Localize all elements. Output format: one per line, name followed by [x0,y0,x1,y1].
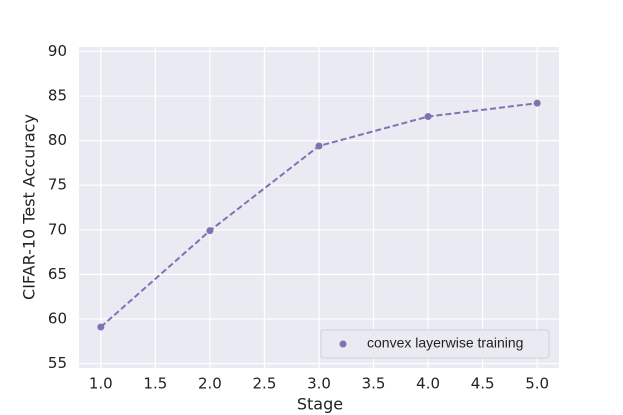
data-point [533,99,541,107]
legend-box [320,329,550,359]
data-point [206,227,214,235]
x-tick-label: 3.0 [307,375,331,393]
x-tick-label: 4.5 [471,375,495,393]
x-axis-label: Stage [297,395,343,414]
legend-marker [339,340,347,348]
x-tick-label: 5.0 [525,375,549,393]
y-tick-label: 65 [48,265,67,283]
x-tick-label: 1.5 [143,375,167,393]
y-tick-label: 60 [48,309,67,327]
data-point [97,323,105,331]
x-tick-label: 3.5 [362,375,386,393]
legend-label: convex layerwise training [367,335,523,351]
x-tick-label: 1.0 [89,375,113,393]
y-tick-label: 90 [48,42,67,60]
y-axis-label: CIFAR-10 Test Accuracy [20,114,39,300]
x-tick-label: 2.5 [253,375,277,393]
y-tick-label: 80 [48,131,67,149]
y-tick-label: 75 [48,176,67,194]
x-tick-label: 4.0 [416,375,440,393]
x-tick-label: 2.0 [198,375,222,393]
y-tick-label: 85 [48,87,67,105]
data-point [315,142,323,150]
data-point [424,113,432,121]
y-tick-label: 70 [48,220,67,238]
y-tick-label: 55 [48,354,67,372]
